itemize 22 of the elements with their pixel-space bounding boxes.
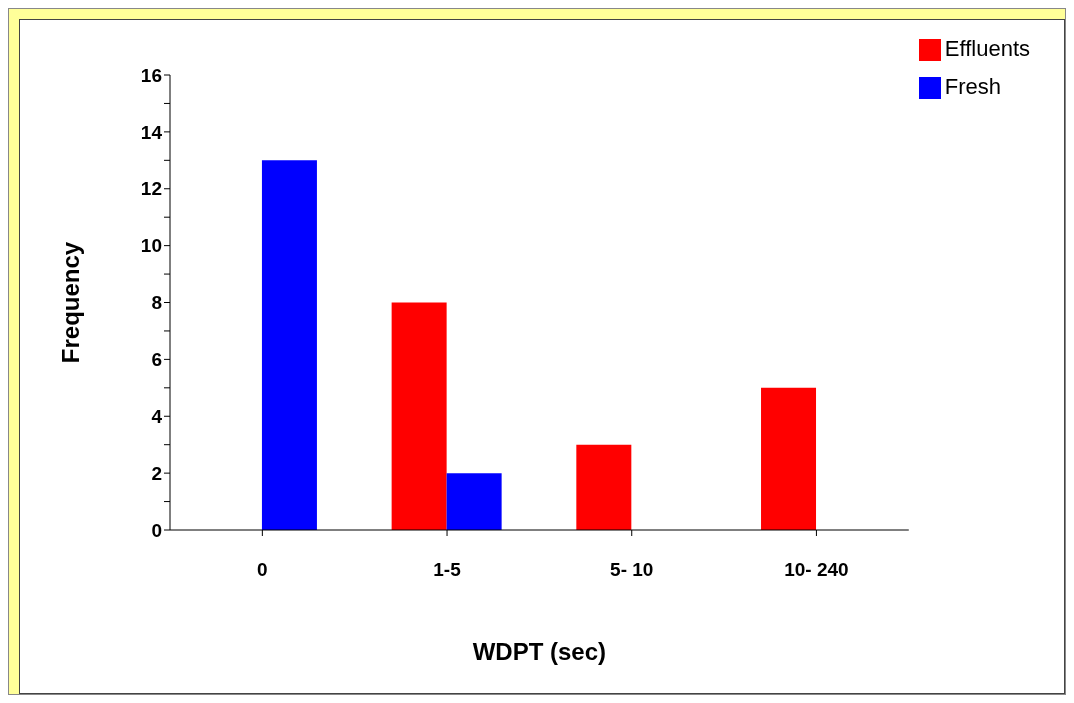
x-tick-label: 1-5 xyxy=(433,559,462,581)
y-tick-label: 8 xyxy=(151,292,162,314)
x-axis-title: WDPT (sec) xyxy=(472,638,607,665)
y-tick-label: 0 xyxy=(151,519,162,541)
y-tick-label: 14 xyxy=(140,121,163,143)
x-tick-label: 0 xyxy=(257,559,268,581)
bar xyxy=(391,302,447,530)
x-tick-label: 5- 10 xyxy=(610,559,654,581)
bar xyxy=(446,473,502,530)
bar xyxy=(576,444,632,530)
legend-label: Fresh xyxy=(944,74,1002,99)
y-tick-label: 6 xyxy=(151,349,162,371)
y-tick-label: 2 xyxy=(151,462,162,484)
bar xyxy=(261,160,317,530)
y-tick-label: 4 xyxy=(151,405,163,427)
y-tick-label: 12 xyxy=(140,178,162,200)
y-tick-label: 16 xyxy=(140,64,162,86)
y-tick-label: 10 xyxy=(140,235,162,257)
y-axis-title: Frequency xyxy=(56,241,84,364)
x-tick-label: 10- 240 xyxy=(784,559,849,581)
bar xyxy=(761,387,817,530)
legend-label: Effluents xyxy=(944,36,1030,61)
